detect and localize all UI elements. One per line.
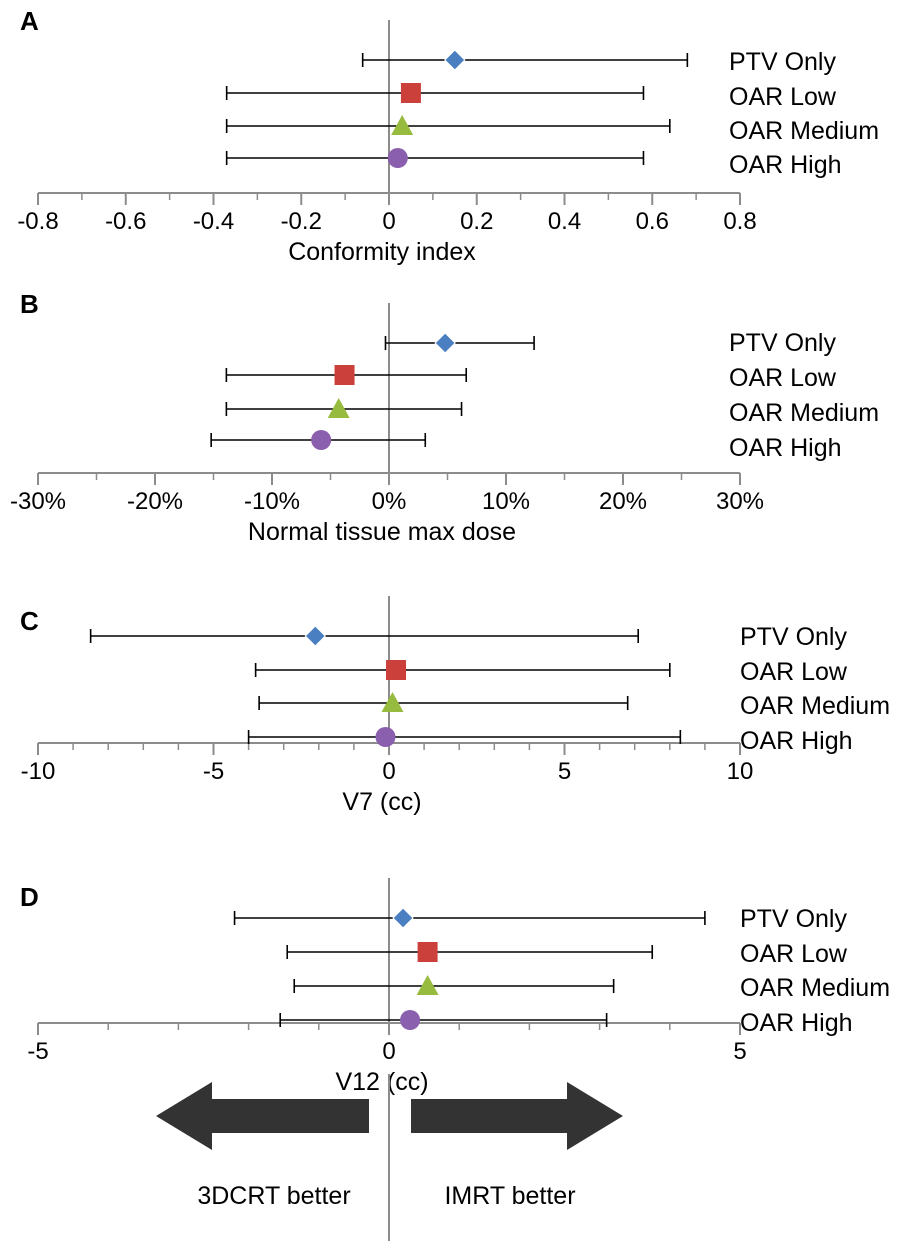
diamond-marker <box>434 332 456 354</box>
series-row: OAR Low <box>254 658 848 686</box>
x-tick-label: 0.2 <box>460 208 493 235</box>
series-row: OAR Medium <box>225 398 879 427</box>
panel-letter: C <box>20 606 39 636</box>
x-tick-label: 20% <box>599 488 647 515</box>
x-tick-label: 5 <box>558 758 571 785</box>
panel-letter: B <box>20 289 39 319</box>
series-label: PTV Only <box>740 905 847 933</box>
x-tick-label: 0.6 <box>636 208 669 235</box>
x-tick-label: -20% <box>127 488 183 515</box>
series-label: PTV Only <box>729 329 836 357</box>
panel-a: A -0.8 -0.6 -0.4 -0.2 0 0.2 0.4 0.6 0.8 Conformity… <box>17 6 879 266</box>
x-tick-label: 30% <box>716 488 764 515</box>
series-label: OAR High <box>729 434 842 462</box>
right-arrow <box>411 1082 623 1150</box>
x-axis-title: Normal tissue max dose <box>248 518 516 546</box>
x-tick-label: -10% <box>244 488 300 515</box>
series-row: OAR Medium <box>293 974 890 1002</box>
x-tick-label: 5 <box>733 1038 746 1065</box>
series-label: OAR Low <box>729 83 837 111</box>
right-arrow-label: IMRT better <box>444 1182 575 1210</box>
series-label: OAR Low <box>729 364 837 392</box>
x-tick-label: -0.6 <box>105 208 146 235</box>
series-row: PTV Only <box>361 48 836 76</box>
series-row: OAR Low <box>225 83 837 111</box>
x-tick-label: -5 <box>27 1038 48 1065</box>
x-tick-label: 10% <box>482 488 530 515</box>
series-label: OAR Medium <box>729 117 879 145</box>
panel-letter: D <box>20 882 39 912</box>
square-marker <box>386 660 407 680</box>
series-row: OAR Low <box>286 940 848 968</box>
panel-letter: A <box>20 6 39 36</box>
panel-c: C -10 -5 0 5 10 V7 (cc) PTV Only OAR Low OAR Medi… <box>20 596 890 816</box>
left-arrow-label: 3DCRT better <box>197 1182 350 1210</box>
x-tick-label: -5 <box>203 758 224 785</box>
diamond-marker <box>392 907 414 929</box>
x-tick-label: -10 <box>21 758 56 785</box>
circle-marker <box>375 727 396 747</box>
series-label: PTV Only <box>729 48 836 76</box>
series-label: OAR Medium <box>740 692 890 720</box>
series-row: OAR Medium <box>258 692 890 720</box>
x-tick-label: 0.8 <box>723 208 756 235</box>
series-row: PTV Only <box>233 905 847 933</box>
circle-marker <box>400 1010 421 1030</box>
square-marker <box>417 942 438 962</box>
series-row: PTV Only <box>89 623 847 651</box>
series-label: OAR High <box>740 1009 853 1037</box>
panels-group: A -0.8 -0.6 -0.4 -0.2 0 0.2 0.4 0.6 0.8 Conformity… <box>10 6 890 1096</box>
x-tick-label: 0 <box>382 758 395 785</box>
direction-legend: 3DCRT better IMRT better <box>156 1074 623 1241</box>
series-label: OAR Medium <box>740 974 890 1002</box>
triangle-marker <box>391 115 414 135</box>
circle-marker <box>311 430 332 450</box>
square-marker <box>400 83 421 103</box>
diamond-marker <box>444 49 466 71</box>
series-row: OAR High <box>279 1009 853 1037</box>
panel-d: D -5 0 5 V12 (cc) PTV Only OAR Low OAR Medium OA… <box>20 878 890 1096</box>
series-label: OAR High <box>740 727 853 755</box>
x-tick-label: 0.4 <box>548 208 581 235</box>
series-label: OAR High <box>729 151 842 179</box>
x-tick-label: 0 <box>382 208 395 235</box>
x-axis-title: V12 (cc) <box>335 1068 428 1096</box>
x-axis-title: V7 (cc) <box>342 788 421 816</box>
x-tick-label: -0.2 <box>281 208 322 235</box>
x-tick-label: 0% <box>372 488 407 515</box>
series-row: OAR High <box>210 430 842 462</box>
x-axis-title: Conformity index <box>288 238 476 266</box>
series-row: OAR Low <box>225 364 837 392</box>
square-marker <box>334 365 355 385</box>
series-label: PTV Only <box>740 623 847 651</box>
series-row: OAR Medium <box>225 115 879 145</box>
x-tick-label: 10 <box>727 758 754 785</box>
series-row: OAR High <box>247 727 853 755</box>
series-label: OAR Medium <box>729 399 879 427</box>
left-arrow <box>156 1082 369 1150</box>
series-row: OAR High <box>225 148 842 179</box>
diamond-marker <box>304 625 326 647</box>
panel-b: B -30% -20% -10% 0% 10% 20% 30% Normal tissue ma… <box>10 289 879 546</box>
triangle-marker <box>381 692 404 712</box>
x-tick-label: -0.8 <box>17 208 58 235</box>
series-label: OAR Low <box>740 658 848 686</box>
series-label: OAR Low <box>740 940 848 968</box>
x-tick-label: -0.4 <box>193 208 234 235</box>
x-tick-label: -30% <box>10 488 66 515</box>
triangle-marker <box>327 398 350 418</box>
series-row: PTV Only <box>384 329 836 357</box>
x-tick-label: 0 <box>382 1038 395 1065</box>
triangle-marker <box>416 975 439 995</box>
circle-marker <box>387 148 408 168</box>
